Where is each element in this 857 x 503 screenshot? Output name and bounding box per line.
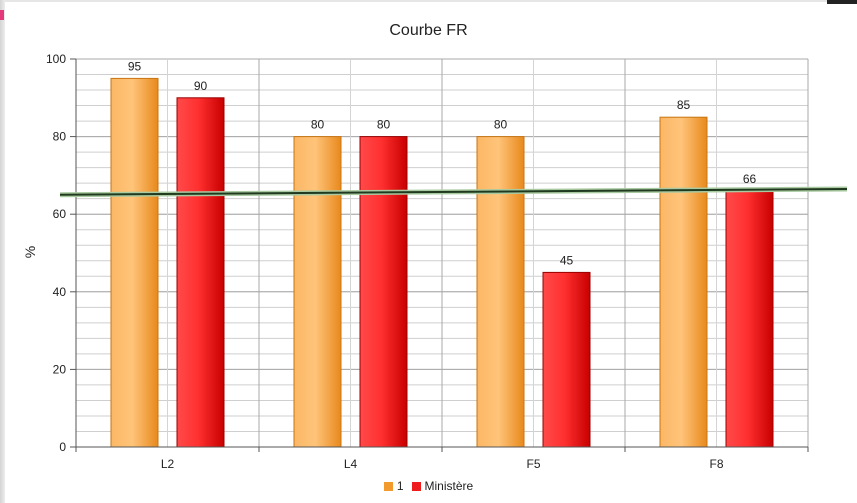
y-tick-label: 40 [53, 285, 67, 299]
bar-series-1-l2 [110, 77, 159, 448]
reference-line [59, 187, 848, 196]
x-tick-label: F5 [526, 457, 540, 471]
labels: 95 90 L2 80 80 L4 80 45 F5 85 66 F8 0 20 40 60 80 100 [46, 52, 757, 471]
bar-ministere-f8 [725, 190, 774, 448]
legend-label-ministere: Ministère [424, 479, 474, 493]
bar-ministere-l4 [359, 136, 408, 448]
data-label: 95 [128, 59, 142, 73]
y-tick-label: 60 [53, 207, 67, 221]
legend-item-series-1[interactable]: 1 [383, 479, 404, 493]
window-accent-mark [0, 10, 4, 20]
y-tick-label: 0 [59, 440, 66, 454]
bar-series-1-f8 [659, 116, 708, 448]
x-tick-label: L4 [344, 457, 358, 471]
y-tick-label: 100 [46, 52, 66, 66]
chart-title: Courbe FR [389, 22, 468, 39]
bar-ministere-f5 [542, 271, 591, 448]
data-label: 80 [494, 118, 508, 132]
data-label: 66 [743, 172, 757, 186]
data-label: 90 [194, 79, 208, 93]
y-tick-label: 80 [53, 130, 67, 144]
bar-series-1-l4 [293, 136, 342, 448]
x-tick-label: L2 [161, 457, 175, 471]
bar-series-1-f5 [476, 136, 525, 448]
data-label: 80 [311, 118, 325, 132]
legend-label-series-1: 1 [396, 479, 404, 493]
legend: 1 Ministère [0, 479, 857, 493]
legend-swatch-ministere [411, 481, 421, 491]
bar-ministere-l2 [176, 97, 225, 448]
data-label: 45 [560, 253, 574, 267]
window-edge-top [0, 0, 857, 2]
window-edge-left [0, 0, 5, 503]
axes [70, 58, 809, 452]
data-label: 85 [677, 98, 691, 112]
reference-line [59, 186, 848, 198]
bars [110, 77, 774, 448]
legend-item-ministere[interactable]: Ministère [411, 479, 474, 493]
window-corner-mark [827, 0, 857, 4]
y-tick-label: 20 [53, 362, 67, 376]
x-tick-label: F8 [709, 457, 723, 471]
data-label: 80 [377, 118, 391, 132]
legend-swatch-series-1 [383, 481, 393, 491]
